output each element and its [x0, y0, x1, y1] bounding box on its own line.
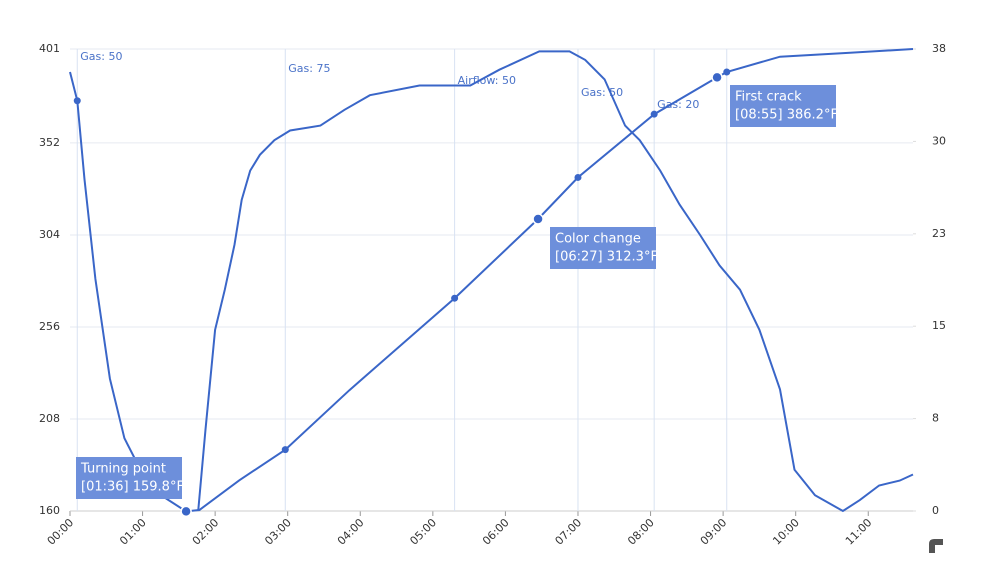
x-tick-label: 10:00 [770, 516, 802, 548]
y2-tick-label: 30 [932, 134, 946, 147]
series-line [197, 50, 914, 513]
y-tick-label: 304 [39, 228, 60, 241]
event-label: Gas: 75 [288, 62, 330, 75]
milestone-label: [01:36] 159.8°F [81, 480, 184, 495]
y-tick-label: 256 [39, 320, 60, 333]
y2-tick-label: 23 [932, 227, 946, 240]
milestone-dot [180, 505, 192, 518]
milestone-name: First crack [735, 90, 802, 105]
event-label: Gas: 50 [80, 50, 122, 63]
event-dot [723, 68, 731, 76]
x-tick-label: 07:00 [553, 516, 585, 548]
event-dot [574, 173, 582, 181]
x-tick-label: 02:00 [190, 516, 222, 548]
milestone-box [730, 85, 836, 127]
y-tick-label: 352 [39, 136, 60, 149]
milestone-dot [711, 71, 723, 84]
event-label: Gas: 50 [581, 86, 623, 99]
y2-tick-label: 0 [932, 504, 939, 517]
event-dot [451, 294, 459, 302]
y2-tick-label: 15 [932, 319, 946, 332]
x-tick-label: 06:00 [480, 516, 512, 548]
x-tick-label: 08:00 [625, 516, 657, 548]
x-tick-label: 00:00 [45, 516, 77, 548]
y-tick-label: 208 [39, 412, 60, 425]
logo [929, 539, 943, 553]
y-tick-label: 401 [39, 42, 60, 55]
x-tick-label: 09:00 [698, 516, 730, 548]
event-dot [73, 97, 81, 105]
milestone-box [550, 227, 656, 269]
milestone-dot [532, 213, 544, 225]
event-dot [281, 446, 289, 454]
milestone-label: [08:55] 386.2°F [735, 108, 838, 123]
milestone-name: Turning point [80, 462, 166, 477]
x-tick-label: 05:00 [407, 516, 439, 548]
milestone-name: Color change [555, 232, 641, 247]
event-dot [650, 110, 658, 118]
y2-tick-label: 8 [932, 412, 939, 425]
x-tick-label: 01:00 [117, 516, 149, 548]
milestone-label: [06:27] 312.3°F [555, 250, 658, 265]
y2-tick-label: 38 [932, 42, 946, 55]
milestone-box [76, 457, 182, 499]
event-label: Gas: 20 [657, 98, 699, 111]
x-tick-label: 03:00 [262, 516, 294, 548]
x-tick-label: 11:00 [843, 516, 875, 548]
x-tick-label: 04:00 [335, 516, 367, 548]
y-tick-label: 160 [39, 504, 60, 517]
